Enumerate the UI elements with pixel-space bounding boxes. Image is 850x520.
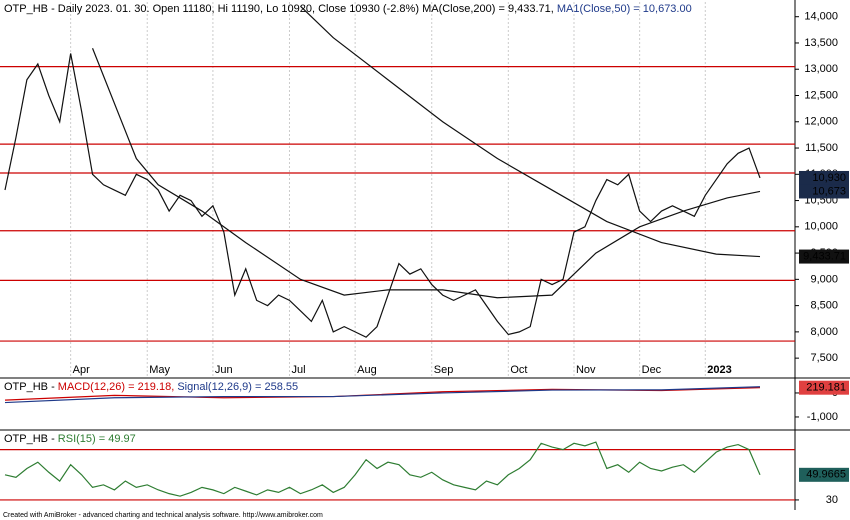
y-tick-label: 14,000: [804, 11, 838, 23]
title-part: MACD(12,26) = 219.18,: [58, 381, 178, 393]
value-badge: [799, 380, 849, 395]
y-tick-label: 12,000: [804, 116, 838, 128]
y-tick-label: 8,000: [810, 326, 838, 338]
y-tick-label: 13,500: [804, 37, 838, 49]
panel-title: OTP_HB - MACD(12,26) = 219.18, Signal(12…: [4, 381, 298, 393]
x-tick-label: Aug: [357, 364, 377, 376]
x-tick-label: Jun: [215, 364, 233, 376]
value-badge-label: 10,673: [812, 185, 846, 197]
title-part: Signal(12,26,9) = 258.55: [177, 381, 298, 393]
y-tick-label: 13,000: [804, 63, 838, 75]
title-part: OTP_HB -: [4, 381, 58, 393]
y-tick-label: 8,500: [810, 300, 838, 312]
y-tick-label: 9,000: [810, 273, 838, 285]
y-tick-label: 7,500: [810, 352, 838, 364]
panel-title: OTP_HB - Daily 2023. 01. 30. Open 11180,…: [4, 3, 692, 15]
x-tick-label: Sep: [434, 364, 454, 376]
y-tick-label: 10,000: [804, 221, 838, 233]
x-tick-label: Oct: [510, 364, 527, 376]
y-tick-label: 12,500: [804, 89, 838, 101]
title-part: MA1(Close,50) = 10,673.00: [557, 3, 692, 15]
value-badge-label: 219.181: [806, 382, 846, 394]
value-badge: [799, 184, 849, 199]
value-badge-label: 10,930: [812, 172, 846, 184]
y-tick-label: 11,500: [805, 142, 838, 154]
panel-title: OTP_HB - RSI(15) = 49.97: [4, 433, 136, 445]
value-badge: [799, 249, 849, 264]
x-tick-label: Nov: [576, 364, 596, 376]
series-line: [300, 5, 761, 258]
footer: Created with AmiBroker - advanced charti…: [3, 512, 323, 519]
series-line: [4, 386, 761, 404]
series-line: [4, 441, 761, 497]
y-tick-label: 30: [826, 494, 838, 506]
value-badge-label: 49.9665: [806, 469, 846, 481]
x-tick-label: 2023: [707, 364, 731, 376]
x-tick-label: May: [149, 364, 170, 376]
title-part: OTP_HB -: [4, 433, 58, 445]
y-tick-label: -1,000: [807, 411, 838, 423]
x-tick-label: Apr: [73, 364, 90, 376]
series-line: [91, 48, 761, 299]
x-tick-label: Dec: [642, 364, 662, 376]
x-tick-label: Jul: [291, 364, 305, 376]
title-part: MA(Close,200) = 9,433.71,: [422, 3, 557, 15]
value-badge: [799, 467, 849, 482]
title-part: OTP_HB - Daily 2023. 01. 30. Open 11180,…: [4, 3, 422, 15]
value-badge: [799, 170, 849, 185]
title-part: RSI(15) = 49.97: [58, 433, 136, 445]
series-line: [4, 53, 761, 338]
value-badge-label: 9,433.71: [803, 250, 846, 262]
